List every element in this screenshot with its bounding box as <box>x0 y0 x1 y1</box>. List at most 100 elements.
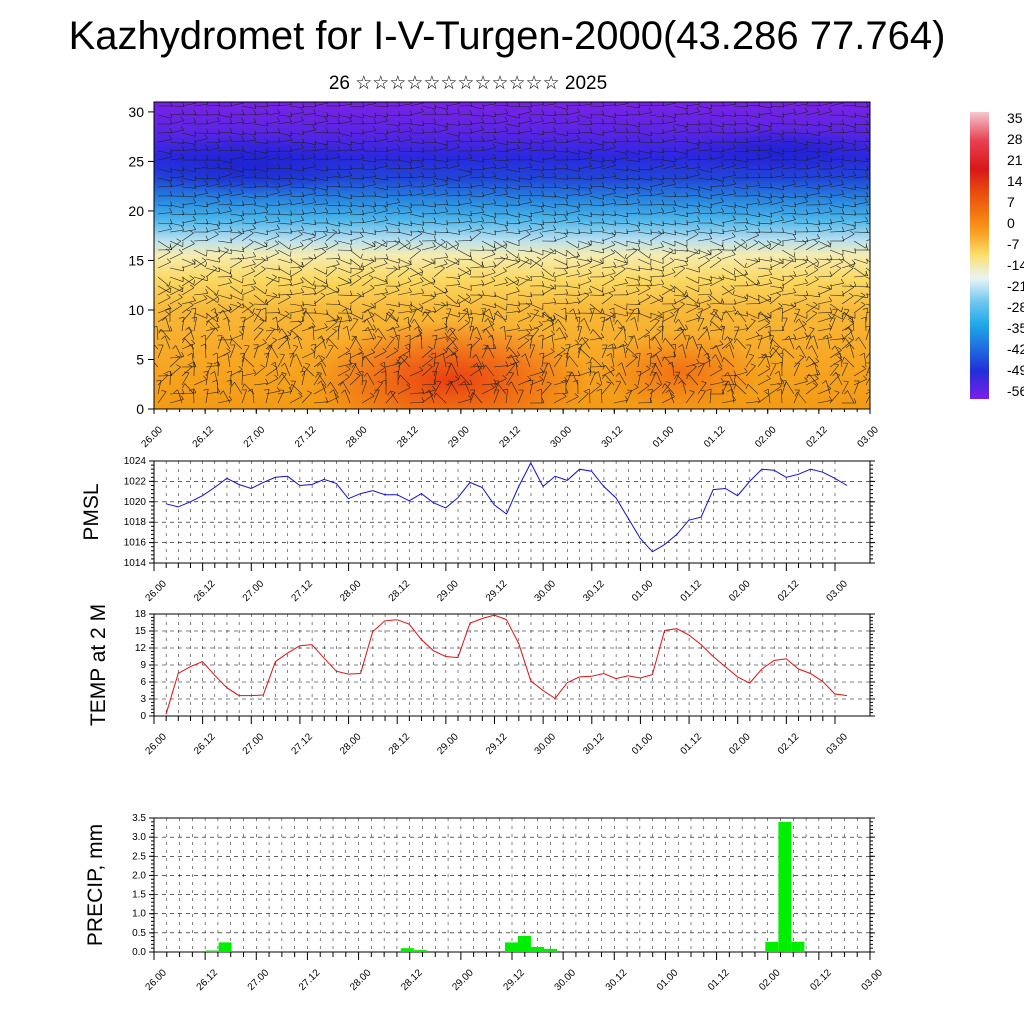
wind-barb-feather <box>782 184 784 190</box>
wind-barb-feather <box>566 104 568 110</box>
wind-barb <box>529 371 544 377</box>
wind-barb-feather <box>612 161 616 166</box>
wind-barb <box>469 184 484 188</box>
wind-barb-feather <box>706 388 712 391</box>
wind-barb-feather <box>205 162 209 168</box>
wind-barb <box>769 150 784 155</box>
wind-barb <box>623 344 627 359</box>
wind-barb-feather <box>841 127 845 133</box>
wind-barb <box>793 176 808 179</box>
wind-barb <box>301 276 314 286</box>
wind-barb-feather <box>806 356 810 362</box>
wind-barb <box>697 293 713 296</box>
wind-barb-feather <box>482 104 484 110</box>
wind-barb-feather <box>577 154 581 160</box>
wind-barb <box>565 204 580 208</box>
wind-barb <box>229 303 244 309</box>
wind-barb <box>745 185 760 188</box>
wind-barb-feather <box>482 364 486 370</box>
wind-barb-feather <box>732 170 736 176</box>
wind-barb <box>445 147 460 152</box>
x-tick-label: 29.12 <box>497 424 523 450</box>
wind-barb-feather <box>192 296 196 301</box>
x-tick-label: 28.00 <box>348 967 374 993</box>
wind-barb <box>745 168 761 170</box>
wind-barb <box>853 159 868 163</box>
wind-barb <box>577 344 582 359</box>
wind-barb-feather <box>325 207 329 213</box>
wind-barb <box>505 123 520 127</box>
wind-barb <box>649 204 665 206</box>
wind-barb <box>169 357 181 368</box>
wind-barb-feather <box>493 378 497 384</box>
wind-barb <box>757 129 772 134</box>
wind-barb-feather <box>744 269 748 275</box>
wind-barb-feather <box>733 384 736 390</box>
wind-barb <box>817 228 832 233</box>
wind-barb <box>277 167 293 170</box>
wind-barb <box>601 344 608 359</box>
wind-barb <box>709 132 725 134</box>
wind-barb-feather <box>168 152 172 158</box>
wind-barb-feather <box>782 192 785 198</box>
wind-barb-feather <box>646 293 651 298</box>
wind-barb <box>493 365 508 368</box>
wind-barb <box>697 112 712 116</box>
wind-barb <box>493 177 508 181</box>
wind-barb-feather <box>702 326 707 330</box>
wind-barb-feather <box>809 327 815 329</box>
wind-barb <box>493 257 509 260</box>
wind-barb-feather <box>492 143 496 148</box>
wind-barb <box>661 177 676 180</box>
wind-barb <box>385 231 401 233</box>
wind-barb <box>469 114 484 117</box>
wind-barb <box>373 114 388 117</box>
wind-barb-feather <box>613 171 617 177</box>
wind-barb <box>589 230 605 233</box>
wind-barb <box>476 362 483 377</box>
wind-barb <box>241 270 255 278</box>
wind-barb-feather <box>431 335 438 337</box>
wind-barb-feather <box>553 297 557 303</box>
wind-barb-feather <box>528 224 532 230</box>
wind-barb-feather <box>446 328 451 333</box>
wind-barb <box>445 240 458 250</box>
wind-barb-feather <box>379 361 385 365</box>
wind-barb <box>553 168 569 170</box>
wind-barb <box>673 297 687 305</box>
wind-barb-feather <box>469 146 473 152</box>
wind-barb-feather <box>338 299 341 305</box>
wind-barb-feather <box>841 226 845 232</box>
wind-barb <box>217 249 232 255</box>
wind-barb-feather <box>578 102 581 106</box>
wind-barb <box>457 312 472 315</box>
wind-barb <box>541 229 556 233</box>
wind-barb <box>385 202 400 206</box>
wind-barb <box>313 168 328 172</box>
wind-barb <box>253 168 268 172</box>
wind-barb <box>253 220 268 224</box>
wind-barb <box>313 186 328 191</box>
wind-barb <box>589 361 592 377</box>
wind-barb <box>709 156 724 161</box>
wind-barb-feather <box>602 201 605 206</box>
wind-barb <box>409 332 423 341</box>
wind-barb <box>457 140 473 143</box>
wind-barb-feather <box>587 277 592 282</box>
wind-barb <box>781 306 795 314</box>
wind-barb <box>745 105 761 107</box>
wind-barb-feather <box>619 325 625 329</box>
wind-barb <box>609 317 615 332</box>
wind-barb-feather <box>408 244 411 250</box>
wind-barb-feather <box>661 271 665 276</box>
wind-barb-feather <box>274 240 279 245</box>
wind-barb-feather <box>506 102 509 106</box>
wind-barb <box>853 123 869 126</box>
wind-barb <box>733 312 748 317</box>
wind-barb-feather <box>601 109 605 115</box>
wind-barb-feather <box>709 321 712 327</box>
wind-barb-feather <box>482 245 485 251</box>
wind-barb-feather <box>370 303 375 307</box>
x-tick-label: 02.00 <box>753 424 779 450</box>
wind-barb-feather <box>672 179 676 185</box>
